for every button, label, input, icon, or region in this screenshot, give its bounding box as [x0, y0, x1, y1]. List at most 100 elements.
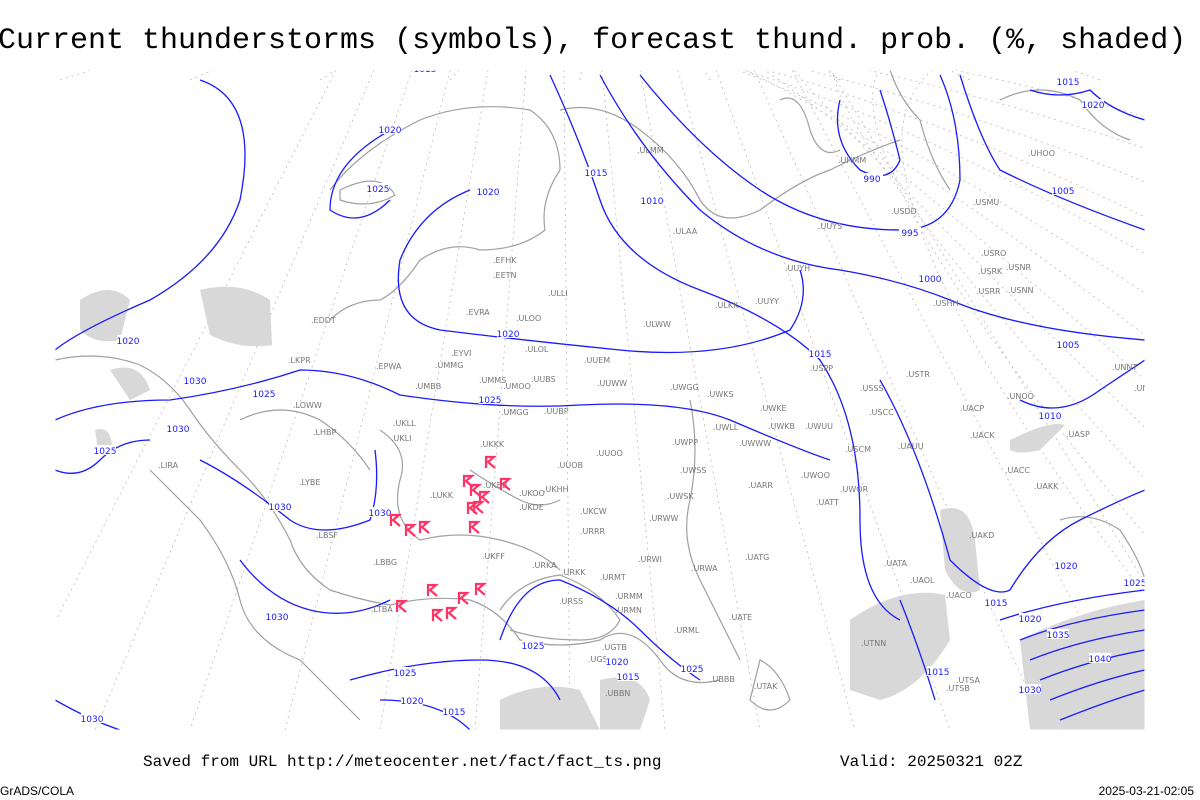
station-label: .UMOO [503, 382, 531, 391]
station-label: .LIRA [158, 461, 179, 470]
longitude-line [563, 70, 571, 730]
isobar-label-bg [522, 640, 544, 650]
isobar-label: 1020 [401, 697, 424, 707]
isobar-label: 1030 [266, 613, 289, 623]
station-label: .UASP [1066, 430, 1090, 439]
station-label: .UWKS [707, 390, 734, 399]
isobar-label-bg [1055, 560, 1077, 570]
isobar-label: 1030 [167, 425, 190, 435]
isobar-label-bg [497, 328, 519, 338]
station-label: .LUKK [430, 491, 454, 500]
isobar-label-bg [617, 671, 639, 681]
isobar-label-bg [899, 227, 921, 237]
station-label: .EETN [493, 271, 517, 280]
isobar-labels: 1015 1020 1025 1020 1015 1010 990 995 1000 1005 10… [81, 70, 1145, 725]
station-label: .UWKB [768, 422, 795, 431]
isobar-label: 1025 [394, 669, 417, 679]
station-label: .UUYS [818, 222, 842, 231]
station-label: .UAKD [969, 531, 994, 540]
thunderstorm-icon [426, 583, 440, 597]
isobar-label: 1010 [641, 197, 664, 207]
isobar-label: 1005 [1057, 341, 1080, 351]
isobar-label-bg [606, 656, 628, 666]
isobar-label: 990 [863, 175, 880, 185]
longitude-line [639, 70, 761, 730]
station-label: .ULWW [643, 320, 671, 329]
isobar-label-bg [81, 713, 103, 723]
thunderstorm-icon [478, 490, 492, 504]
station-label: .UBBB [710, 675, 735, 684]
thunderstorm-icon [404, 523, 418, 537]
station-label: .UWLL [713, 423, 739, 432]
isobar-label: 1025 [522, 642, 545, 652]
station-label: .ULAA [673, 227, 698, 236]
isobar-label: 1030 [369, 509, 392, 519]
station-label: .LOWW [293, 401, 322, 410]
thunderstorm-icon [472, 500, 486, 514]
thunderstorm-icon [445, 606, 459, 620]
station-label: .UWPP [672, 438, 698, 447]
isobar-label: 1020 [477, 188, 500, 198]
isobar-label: 1020 [1019, 615, 1042, 625]
longitude-line [791, 70, 1141, 730]
station-label: .UKDE [519, 503, 544, 512]
station-label: .USDD [891, 207, 917, 216]
station-label: .UARR [748, 481, 773, 490]
station-label: .URMN [615, 606, 642, 615]
isobar-label: 1025 [681, 665, 704, 675]
station-label: .ULOO [516, 314, 541, 323]
station-label: .UKLL [393, 419, 416, 428]
isobar-label: 1015 [585, 169, 608, 179]
station-label: .UWGG [670, 383, 699, 392]
thunderstorm-icon [418, 520, 432, 534]
station-label: .ULMM [637, 146, 664, 155]
isobar-label: 1015 [809, 350, 832, 360]
isobar-label: 1025 [367, 185, 390, 195]
station-label: .UATA [884, 559, 908, 568]
isobar-label: 1025 [479, 396, 502, 406]
thunderstorm-icon [431, 608, 445, 622]
isobar-label-bg [1124, 577, 1145, 587]
isobar-label-bg [477, 186, 499, 196]
thunderstorm-icon [474, 582, 488, 596]
station-label: .LTBA [371, 605, 393, 614]
station-label: .USRK [978, 267, 1003, 276]
longitude-line [753, 70, 1046, 730]
station-label: .UHMM [838, 156, 866, 165]
station-label: .UATE [729, 613, 752, 622]
valid-time-text: Valid: 20250321 02Z [840, 753, 1023, 771]
isobar-label-bg [269, 501, 291, 511]
station-label: .UAKK [1034, 482, 1059, 491]
station-label: .URML [674, 626, 700, 635]
station-label: .EYVI [451, 349, 471, 358]
station-label: .UKLI [391, 434, 411, 443]
isobar-label-bg [184, 375, 206, 385]
station-label: .UWOO [801, 471, 830, 480]
isobar-label: 1030 [1019, 686, 1042, 696]
station-label: .EFHK [493, 256, 517, 265]
isobar-label: 1025 [253, 390, 276, 400]
station-label: .UWWW [739, 439, 771, 448]
station-label: .LBBG [373, 558, 397, 567]
isobar-label-bg [681, 663, 703, 673]
longitude-line [189, 70, 413, 730]
station-label: .USPP [810, 364, 833, 373]
latitude-line [865, 70, 1145, 149]
station-label: .UAUU [898, 442, 924, 451]
isobar-label-bg [443, 706, 465, 716]
station-label: .UGTB [602, 643, 627, 652]
source-url-text: Saved from URL http://meteocenter.net/fa… [143, 753, 662, 771]
isobar-label: 1000 [919, 275, 942, 285]
latitude-line [703, 70, 1145, 381]
station-label: .UACC [1005, 466, 1030, 475]
isobar-label: 1020 [497, 330, 520, 340]
isobar-label-bg [861, 173, 883, 183]
station-label: .ULKK [715, 301, 739, 310]
isobar-label-bg [1019, 684, 1041, 694]
thunderstorm-icon [395, 599, 409, 613]
thunderstorm-icon [462, 474, 476, 488]
isobar-label: 1015 [443, 708, 466, 718]
station-label: .UWUU [805, 422, 833, 431]
thunderstorm-icon [499, 477, 513, 491]
isobar-label-bg [927, 666, 949, 676]
